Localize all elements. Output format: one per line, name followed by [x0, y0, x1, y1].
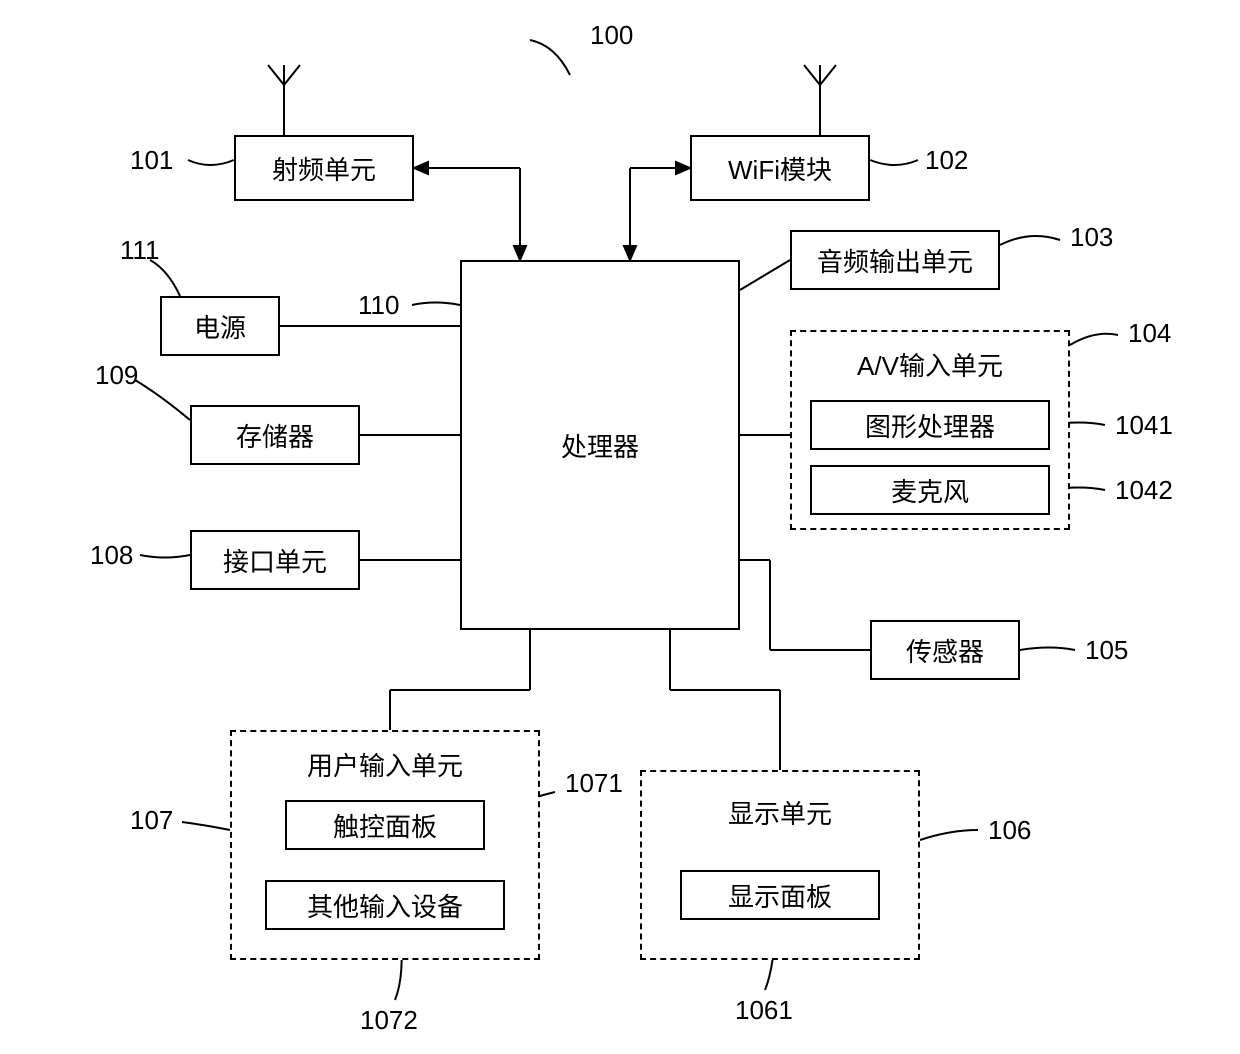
ref-108: 108 [90, 540, 133, 571]
ref-1071: 1071 [565, 768, 623, 799]
ref-102: 102 [925, 145, 968, 176]
av-input-title: A/V输入单元 [792, 346, 1068, 383]
processor-box: 处理器 [460, 260, 740, 630]
ref-1072: 1072 [360, 1005, 418, 1036]
ref-106: 106 [988, 815, 1031, 846]
touch-panel-label: 触控面板 [333, 807, 437, 844]
ref-111: 111 [120, 235, 160, 266]
sensor-label: 传感器 [906, 632, 984, 669]
wifi-antenna-icon [804, 65, 836, 135]
display-title: 显示单元 [642, 794, 918, 831]
display-group: 显示单元 [640, 770, 920, 960]
sensor-box: 传感器 [870, 620, 1020, 680]
gpu-label: 图形处理器 [865, 407, 995, 444]
display-panel-label: 显示面板 [728, 877, 832, 914]
ref-1042: 1042 [1115, 475, 1173, 506]
audio-out-box: 音频输出单元 [790, 230, 1000, 290]
interface-label: 接口单元 [223, 542, 327, 579]
memory-label: 存储器 [236, 417, 314, 454]
rf-box: 射频单元 [234, 135, 414, 201]
touch-panel-box: 触控面板 [285, 800, 485, 850]
other-input-label: 其他输入设备 [307, 887, 463, 924]
ref-105: 105 [1085, 635, 1128, 666]
wifi-box: WiFi模块 [690, 135, 870, 201]
display-panel-box: 显示面板 [680, 870, 880, 920]
ref-100: 100 [590, 20, 633, 51]
rf-label: 射频单元 [272, 150, 376, 187]
mic-box: 麦克风 [810, 465, 1050, 515]
memory-box: 存储器 [190, 405, 360, 465]
user-input-title: 用户输入单元 [232, 746, 538, 783]
processor-label: 处理器 [561, 427, 639, 464]
gpu-box: 图形处理器 [810, 400, 1050, 450]
audio-out-label: 音频输出单元 [817, 242, 973, 279]
other-input-box: 其他输入设备 [265, 880, 505, 930]
ref-109: 109 [95, 360, 138, 391]
ref-1041: 1041 [1115, 410, 1173, 441]
interface-box: 接口单元 [190, 530, 360, 590]
ref-110: 110 [358, 290, 399, 321]
block-diagram: 处理器 射频单元 WiFi模块 音频输出单元 电源 存储器 接口单元 传感器 A… [0, 0, 1240, 1054]
power-label: 电源 [194, 308, 246, 345]
ref-101: 101 [130, 145, 173, 176]
ref-1061: 1061 [735, 995, 793, 1026]
ref-104: 104 [1128, 318, 1171, 349]
ref-107: 107 [130, 805, 173, 836]
rf-antenna-icon [268, 65, 300, 135]
mic-label: 麦克风 [891, 472, 969, 509]
power-box: 电源 [160, 296, 280, 356]
ref-103: 103 [1070, 222, 1113, 253]
wifi-label: WiFi模块 [728, 150, 832, 187]
